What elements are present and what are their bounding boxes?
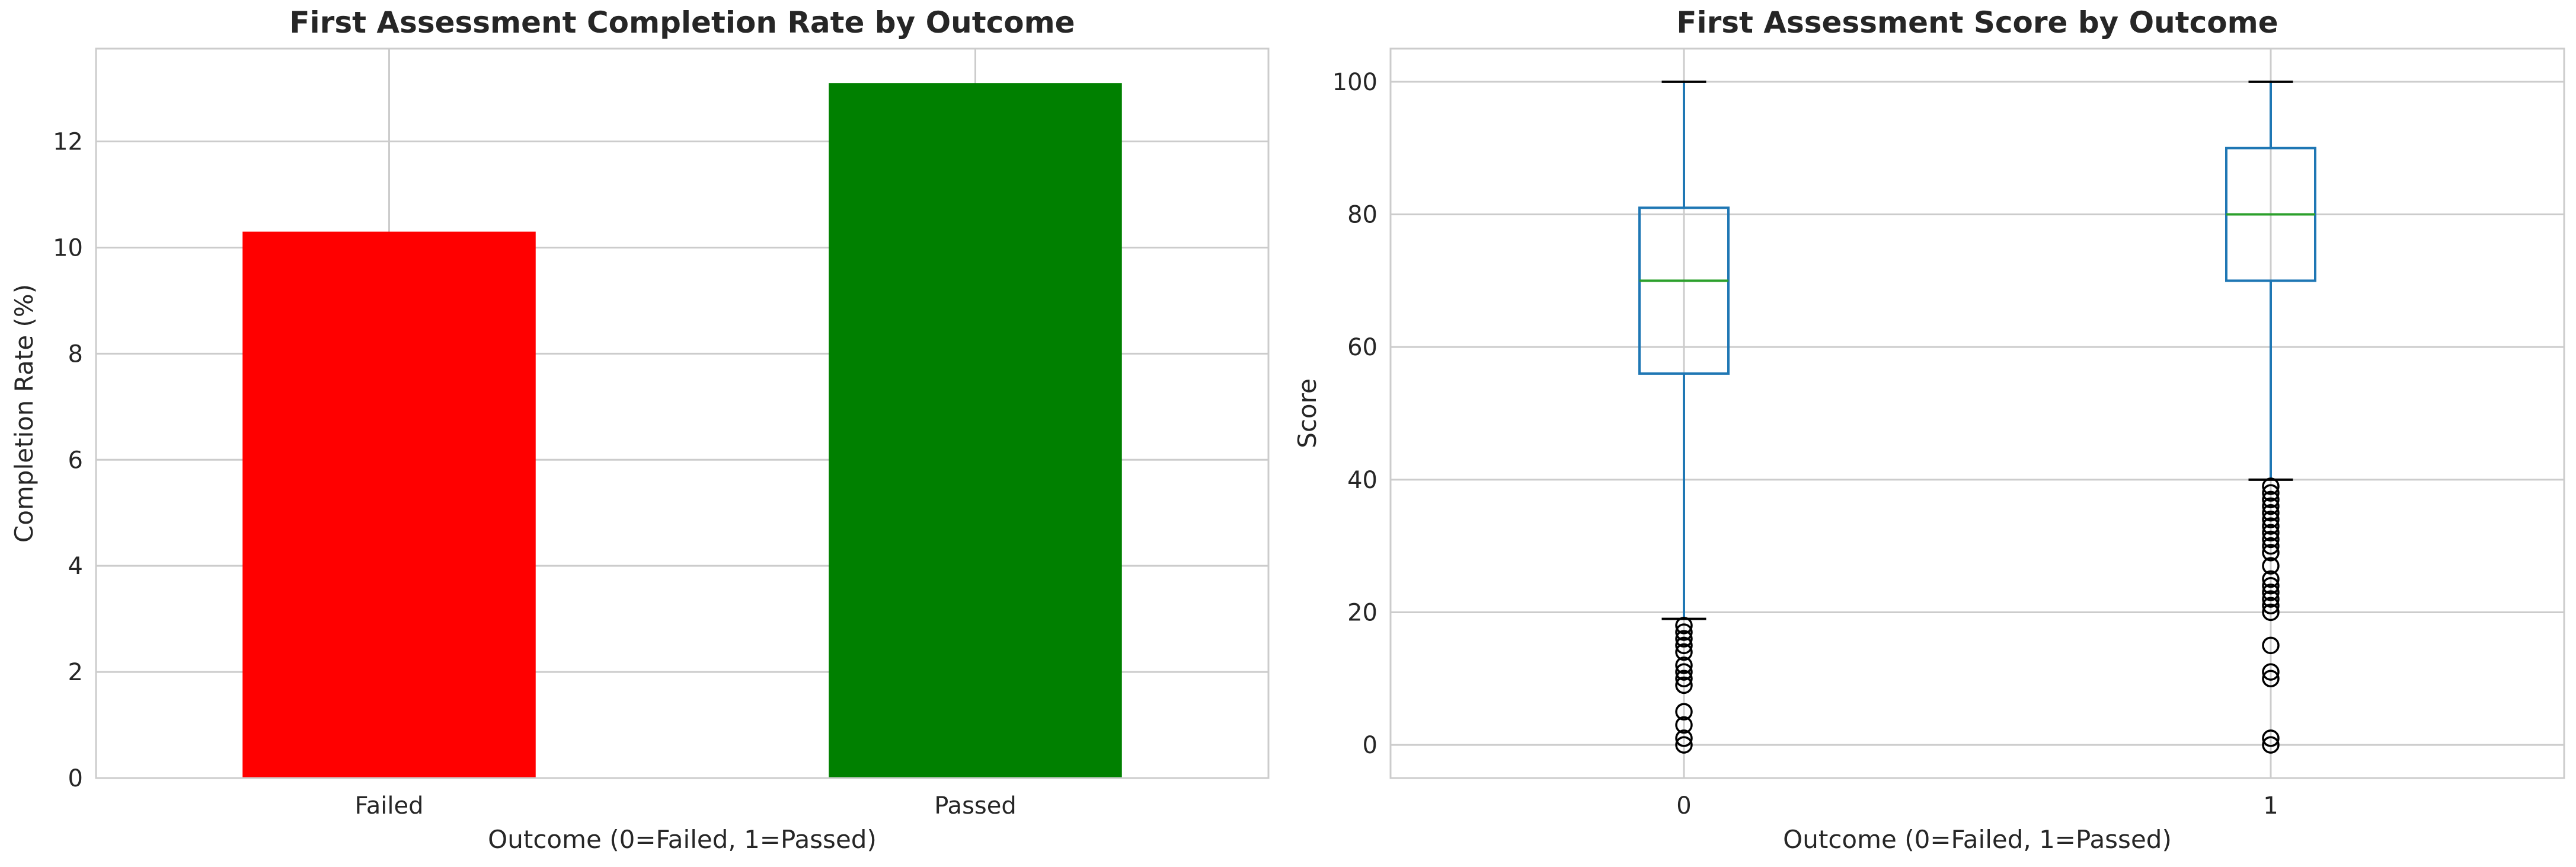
outlier-point	[2262, 537, 2280, 555]
bar-chart-title: First Assessment Completion Rate by Outc…	[289, 5, 1075, 40]
y-tick-label: 2	[68, 659, 83, 686]
outlier-point	[1675, 663, 1693, 681]
iqr-box	[1638, 206, 1730, 375]
outlier-point	[1675, 630, 1693, 648]
y-tick-label: 40	[1347, 467, 1378, 494]
y-tick-label: 80	[1347, 202, 1378, 229]
box-0	[1638, 80, 1730, 754]
outlier-point	[1675, 636, 1693, 655]
boxplot-title: First Assessment Score by Outcome	[1676, 5, 2278, 40]
outlier-point	[2262, 530, 2280, 549]
outlier-point	[2262, 670, 2280, 688]
y-tick-label: 60	[1347, 334, 1378, 361]
outlier-point	[2262, 576, 2280, 595]
outlier-point	[2262, 597, 2280, 615]
outlier-point	[1675, 623, 1693, 641]
outlier-point	[1675, 670, 1693, 688]
y-tick-label: 4	[68, 553, 83, 580]
bar-failed	[242, 231, 536, 779]
x-tick-label: 1	[2263, 792, 2278, 820]
outlier-point	[2262, 729, 2280, 747]
y-tick-label: 10	[53, 234, 83, 262]
outlier-point	[1675, 617, 1693, 635]
outlier-point	[1675, 703, 1693, 721]
outlier-point	[2262, 557, 2280, 575]
outlier-point	[2262, 663, 2280, 681]
outlier-point	[1675, 736, 1693, 754]
y-tick-label: 100	[1332, 69, 1378, 96]
outlier-point	[2262, 497, 2280, 515]
y-tick-label: 0	[1363, 732, 1378, 759]
outlier-point	[2262, 736, 2280, 754]
bar-chart-x-axis-label: Outcome (0=Failed, 1=Passed)	[488, 825, 877, 854]
outlier-point	[1675, 643, 1693, 661]
outlier-point	[2262, 490, 2280, 509]
outlier-point	[2262, 517, 2280, 535]
score-boxplot-chart: 0 20 40 60 80 100 0 1 First Assessment Score b…	[1293, 5, 2565, 854]
outlier-point	[2262, 603, 2280, 621]
bar-passed	[829, 83, 1122, 778]
x-tick-label: Passed	[934, 792, 1017, 820]
y-tick-label: 0	[68, 765, 83, 792]
outlier-point	[2262, 544, 2280, 562]
y-tick-label: 8	[68, 340, 83, 368]
outlier-point	[2262, 511, 2280, 528]
box-1	[2225, 80, 2316, 754]
outlier-point	[1675, 676, 1693, 694]
bar-chart-y-axis-label: Completion Rate (%)	[9, 284, 39, 543]
outlier-point	[1675, 729, 1693, 747]
outlier-point	[2262, 570, 2280, 588]
y-tick-label: 20	[1347, 599, 1378, 626]
completion-rate-bar-chart: 0 2 4 6 8 10 12 Failed Passed First Assessment …	[9, 5, 1270, 854]
outlier-point	[1675, 656, 1693, 674]
outlier-point	[2262, 503, 2280, 522]
boxplot-x-axis-label: Outcome (0=Failed, 1=Passed)	[1783, 825, 2172, 854]
x-tick-label: 0	[1676, 792, 1691, 820]
boxplot-frame	[1389, 47, 2565, 779]
bar-chart-frame	[95, 47, 1270, 779]
outlier-point	[2262, 477, 2280, 495]
y-tick-label: 12	[53, 129, 83, 156]
outlier-point	[1675, 716, 1693, 734]
outlier-point	[2262, 584, 2280, 601]
boxplot-y-axis-label: Score	[1293, 378, 1322, 448]
outlier-point	[2262, 590, 2280, 608]
y-tick-label: 6	[68, 447, 83, 474]
outlier-point	[2262, 484, 2280, 502]
outlier-point	[2262, 636, 2280, 655]
x-tick-label: Failed	[354, 792, 423, 820]
outlier-point	[2262, 524, 2280, 542]
